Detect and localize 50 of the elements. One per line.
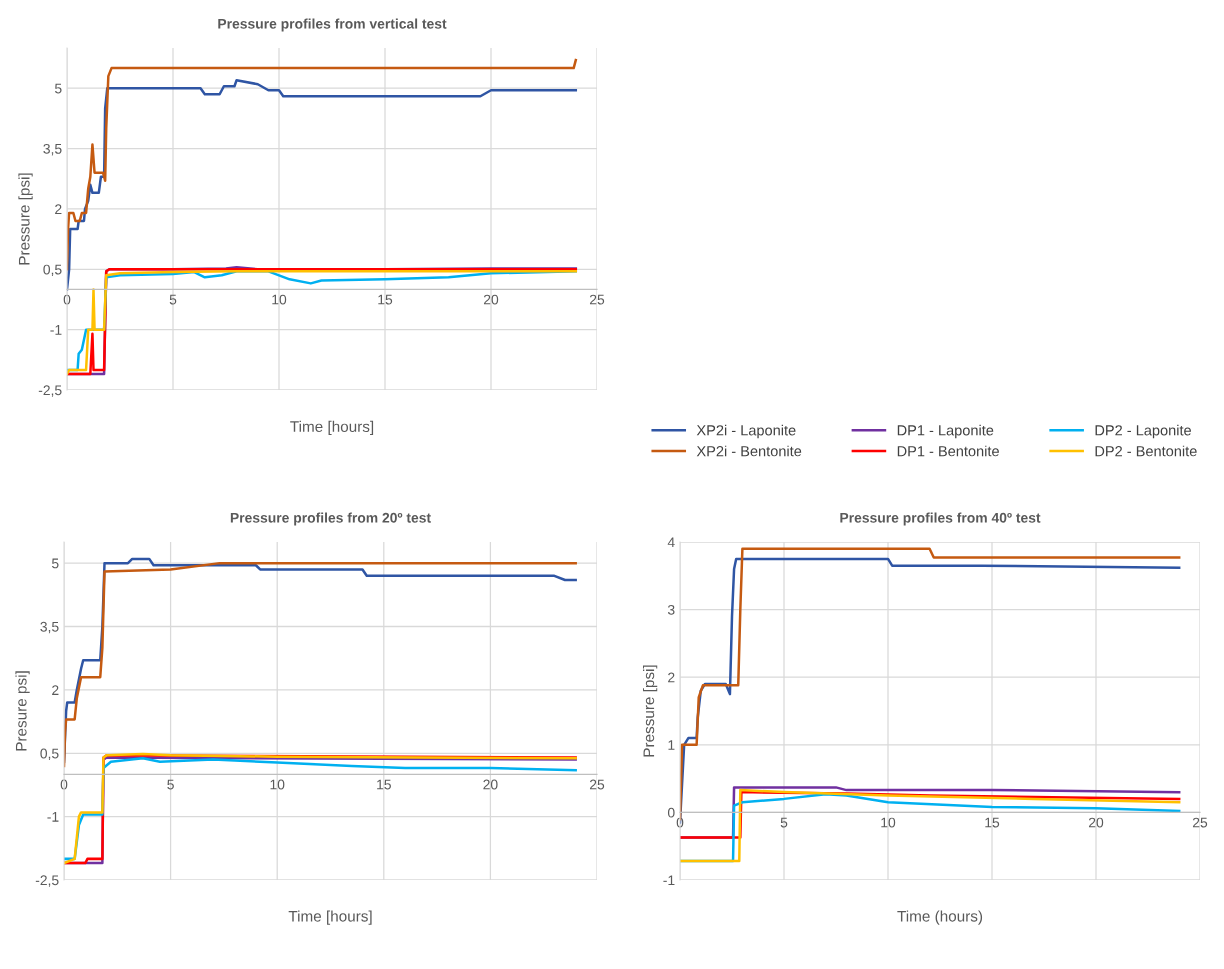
legend-label: XP2i - Laponite xyxy=(696,424,796,439)
y-tick-label: -1 xyxy=(47,812,59,822)
y-tick-label: 0,5 xyxy=(40,748,59,761)
y-tick-label: -2,5 xyxy=(35,875,59,887)
y-tick-label: 4 xyxy=(667,537,675,548)
x-tick-label: 15 xyxy=(377,779,391,790)
y-tick-label: 5 xyxy=(51,558,59,569)
y-axis-title: Presure psi] xyxy=(15,671,30,751)
y-tick-label: 3 xyxy=(667,604,675,615)
y-tick-label: 5 xyxy=(54,83,62,94)
y-tick-label: -2,5 xyxy=(38,385,62,397)
x-tick-label: 20 xyxy=(483,294,499,305)
x-tick-label: 10 xyxy=(270,779,285,790)
y-tick-label: 3,5 xyxy=(43,143,62,156)
legend-label: DP1 - Laponite xyxy=(897,424,994,439)
legend-label: XP2i - Bentonite xyxy=(696,445,802,457)
y-axis-title: Pressure [psi] xyxy=(18,173,33,265)
x-tick-label: 25 xyxy=(589,779,605,790)
x-tick-label: 25 xyxy=(1192,817,1208,828)
x-tick-label: 5 xyxy=(780,817,788,828)
x-axis-title: Time [hours] xyxy=(290,420,374,436)
chart-title: Pressure profiles from vertical test xyxy=(218,18,447,32)
x-tick-label: 20 xyxy=(1088,817,1104,828)
x-tick-label: 5 xyxy=(167,779,174,790)
legend-label: DP2 - Laponite xyxy=(1095,424,1191,439)
x-tick-label: 5 xyxy=(169,294,177,305)
x-tick-label: 0 xyxy=(63,294,71,305)
x-axis-title: Time [hours] xyxy=(288,910,372,925)
y-tick-label: -1 xyxy=(50,325,62,335)
x-tick-label: 10 xyxy=(272,294,287,305)
chart-title: Pressure profiles from 40º test xyxy=(840,512,1041,526)
x-axis-title: Time (hours) xyxy=(897,910,983,925)
chart-title: Pressure profiles from 20º test xyxy=(230,512,431,526)
y-axis-title: Pressure [psi] xyxy=(642,665,658,757)
legend-label: DP1 - Bentonite xyxy=(897,445,999,457)
y-tick-label: 1 xyxy=(668,740,675,750)
x-tick-label: 25 xyxy=(589,294,605,305)
y-tick-label: 2 xyxy=(55,204,62,214)
x-tick-label: 0 xyxy=(676,817,684,828)
y-tick-label: 2 xyxy=(668,672,675,683)
x-tick-label: 15 xyxy=(985,817,1000,828)
y-tick-label: 2 xyxy=(52,685,59,695)
y-tick-label: 3,5 xyxy=(40,621,59,634)
x-tick-label: 15 xyxy=(378,294,393,305)
x-tick-label: 10 xyxy=(881,817,896,828)
y-tick-label: 0 xyxy=(667,807,675,818)
y-tick-label: -1 xyxy=(663,875,675,886)
x-tick-label: 20 xyxy=(483,779,498,790)
legend-label: DP2 - Bentonite xyxy=(1095,445,1197,457)
y-tick-label: 0,5 xyxy=(43,264,62,277)
